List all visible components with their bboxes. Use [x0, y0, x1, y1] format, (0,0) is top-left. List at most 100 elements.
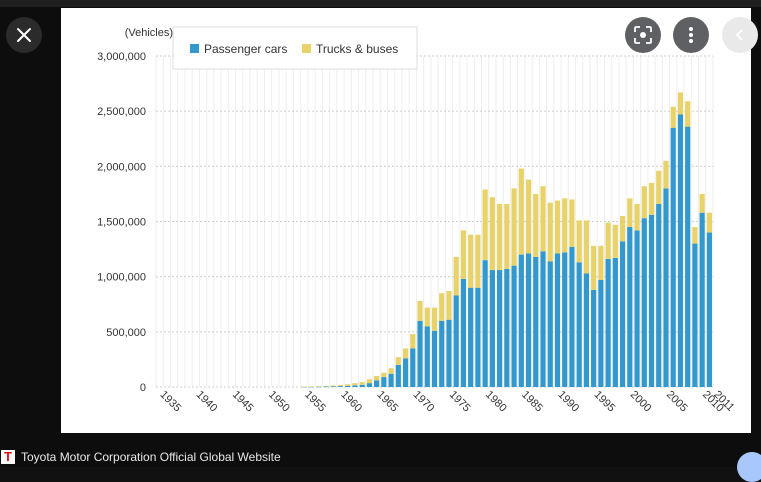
bar-trucks-2010	[699, 193, 705, 213]
legend: Passenger cars Trucks & buses	[172, 26, 418, 70]
bar-trucks-1974	[439, 293, 445, 321]
bar-trucks-1978	[468, 234, 474, 288]
bar-passenger-1983	[504, 268, 510, 387]
x-tick-label: 1965	[375, 389, 401, 415]
bar-passenger-1992	[569, 246, 575, 387]
legend-box	[172, 26, 418, 70]
site-logo: T	[1, 449, 15, 464]
bar-trucks-1976	[453, 256, 459, 296]
bar-trucks-1982	[496, 203, 503, 271]
bar-trucks-1966	[381, 372, 387, 378]
top-bar	[0, 0, 761, 7]
bar-passenger-1959	[330, 386, 336, 387]
lens-button[interactable]	[625, 17, 661, 53]
bar-passenger-1962	[352, 385, 358, 387]
bar-passenger-2004	[656, 203, 662, 387]
x-tick-label: 2005	[664, 389, 690, 415]
bar-passenger-1985	[518, 254, 524, 387]
y-tick-label: 2,000,000	[97, 161, 146, 173]
bar-passenger-1979	[475, 287, 481, 387]
bar-trucks-1975	[446, 291, 452, 320]
bar-trucks-1998	[612, 224, 618, 258]
bar-trucks-1987	[533, 193, 539, 257]
y-tick-label: 0	[140, 382, 146, 394]
bar-trucks-1968	[395, 357, 401, 365]
x-tick-label: 1990	[555, 389, 581, 415]
bar-trucks-1983	[504, 203, 510, 269]
bar-passenger-2007	[677, 114, 684, 387]
bar-passenger-1998	[612, 257, 618, 387]
bar-trucks-1964	[366, 379, 373, 384]
close-icon	[17, 28, 31, 42]
previous-image-button[interactable]	[722, 17, 758, 53]
x-tick-label: 1935	[157, 389, 183, 415]
bar-passenger-2005	[663, 188, 669, 387]
y-tick-label: 500,000	[106, 327, 146, 339]
bar-trucks-2004	[656, 170, 662, 204]
bar-trucks-1990	[554, 200, 561, 254]
x-tick-label: 1945	[230, 389, 256, 415]
bar-passenger-1973	[431, 330, 438, 387]
more-options-button[interactable]	[673, 17, 709, 53]
bar-passenger-2000	[627, 227, 633, 387]
x-tick-label: 1980	[483, 389, 509, 415]
bar-trucks-1986	[525, 179, 532, 254]
bar-passenger-1990	[554, 253, 561, 387]
bar-passenger-2006	[670, 127, 676, 387]
bar-passenger-2010	[699, 212, 705, 387]
site-name[interactable]: Toyota Motor Corporation Official Global…	[21, 449, 281, 464]
bar-passenger-1970	[410, 348, 416, 387]
bar-trucks-1970	[410, 334, 416, 349]
bar-passenger-2003	[648, 214, 655, 387]
bar-passenger-1975	[446, 319, 452, 387]
source-footer[interactable]: T Toyota Motor Corporation Official Glob…	[0, 446, 740, 467]
x-tick-label: 1995	[592, 389, 618, 415]
x-tick-label: 1975	[447, 389, 473, 415]
bar-passenger-1981	[489, 270, 495, 387]
bar-passenger-1995	[591, 289, 597, 387]
bar-trucks-1997	[605, 222, 611, 260]
bar-trucks-1981	[489, 197, 495, 271]
bar-trucks-1985	[518, 168, 524, 255]
bar-trucks-1996	[598, 245, 604, 280]
bar-passenger-1957	[316, 386, 322, 388]
x-tick-label: 1950	[266, 389, 292, 415]
bar-passenger-2001	[634, 230, 640, 387]
y-tick-label: 1,500,000	[97, 217, 146, 229]
bar-trucks-1958	[323, 386, 329, 387]
bar-trucks-1956	[308, 386, 315, 388]
bar-trucks-1993	[576, 220, 582, 263]
bar-passenger-1971	[417, 320, 423, 387]
y-tick-label: 3,000,000	[97, 51, 146, 63]
bar-passenger-1991	[562, 252, 568, 387]
stacked-bar-chart: 0 500,000 1,000,000 1,500,000 2,000,000 2,500…	[97, 26, 736, 415]
legend-swatch-passenger	[190, 44, 199, 53]
y-tick-label: 1,000,000	[97, 272, 146, 284]
bar-trucks-1980	[482, 189, 488, 261]
bar-trucks-1973	[431, 307, 438, 331]
bar-trucks-1992	[569, 199, 575, 247]
assistant-button[interactable]	[737, 452, 761, 482]
x-tick-label: 1970	[411, 389, 437, 415]
bar-trucks-1955	[301, 386, 307, 388]
bar-trucks-1991	[562, 198, 568, 253]
bar-trucks-2011	[706, 212, 712, 233]
bar-trucks-2003	[648, 182, 655, 215]
bar-passenger-1966	[381, 377, 387, 387]
bar-passenger-1996	[598, 279, 604, 387]
bar-trucks-1994	[583, 220, 590, 274]
bar-passenger-1982	[496, 270, 503, 387]
bar-passenger-1963	[359, 384, 365, 387]
x-tick-label: 2000	[628, 389, 654, 415]
bar-trucks-1960	[337, 385, 344, 387]
bar-trucks-1963	[359, 382, 365, 385]
bar-trucks-1961	[345, 384, 351, 386]
bar-passenger-2011	[706, 232, 712, 387]
bar-passenger-1956	[308, 386, 315, 388]
bar-trucks-1977	[460, 230, 467, 279]
close-button[interactable]	[6, 17, 42, 53]
x-tick-label: 1960	[338, 389, 364, 415]
bar-passenger-1958	[323, 386, 329, 388]
bar-trucks-1962	[352, 383, 358, 386]
